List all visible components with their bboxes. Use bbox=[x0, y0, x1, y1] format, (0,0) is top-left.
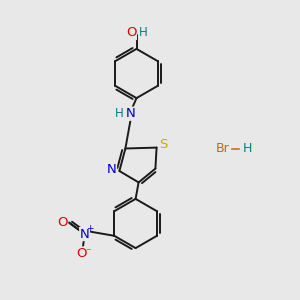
Text: N: N bbox=[107, 163, 116, 176]
Text: Br: Br bbox=[216, 142, 230, 155]
Text: O: O bbox=[126, 26, 136, 40]
Text: H: H bbox=[242, 142, 252, 155]
Text: H: H bbox=[115, 107, 124, 120]
Text: O: O bbox=[57, 216, 68, 229]
Text: S: S bbox=[159, 138, 167, 151]
Text: ⁻: ⁻ bbox=[86, 247, 91, 257]
Text: N: N bbox=[80, 227, 89, 241]
Text: +: + bbox=[86, 224, 94, 233]
Text: H: H bbox=[139, 26, 148, 40]
Text: N: N bbox=[126, 107, 136, 120]
Text: O: O bbox=[76, 247, 87, 260]
